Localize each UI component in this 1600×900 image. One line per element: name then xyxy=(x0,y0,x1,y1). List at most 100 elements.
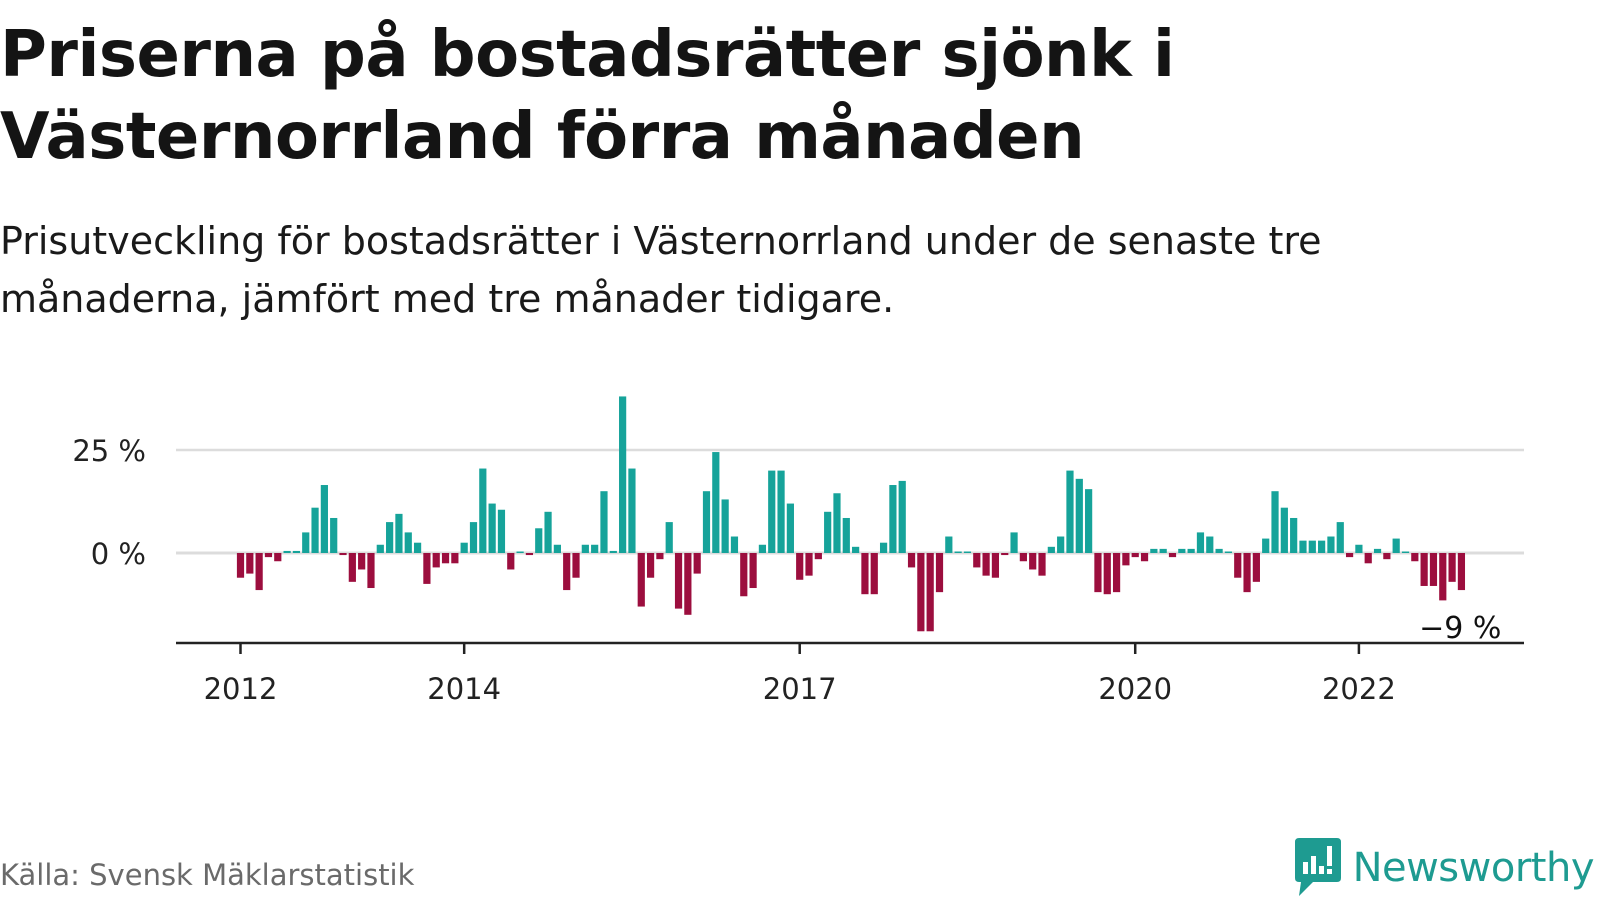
bar xyxy=(1457,553,1466,591)
bar xyxy=(1429,553,1438,586)
bar xyxy=(758,544,767,553)
bar xyxy=(386,522,394,553)
bar xyxy=(1159,548,1167,553)
bar xyxy=(1206,536,1214,553)
bar xyxy=(1439,553,1447,601)
bar xyxy=(1057,536,1065,553)
chart-subtitle: Prisutveckling för bostadsrätter i Väste… xyxy=(0,219,1322,321)
bar xyxy=(1318,540,1326,553)
y-tick-label: 0 % xyxy=(91,537,146,571)
bar xyxy=(852,546,860,553)
x-tick-label: 2017 xyxy=(763,672,837,706)
bar xyxy=(730,536,739,553)
bar xyxy=(1243,553,1251,593)
bar xyxy=(637,553,645,607)
bar xyxy=(674,553,683,609)
bar xyxy=(283,550,291,553)
bar xyxy=(1038,553,1046,576)
bar xyxy=(320,485,328,553)
bar xyxy=(1196,532,1205,553)
bar xyxy=(600,491,608,553)
bar xyxy=(954,551,962,553)
bar xyxy=(1383,553,1391,560)
bar xyxy=(1131,553,1139,558)
bar xyxy=(619,396,627,553)
brand-logo: Newsworthy xyxy=(1293,838,1595,898)
bar xyxy=(1401,551,1410,553)
bar xyxy=(395,513,403,553)
bar xyxy=(311,507,319,553)
bar xyxy=(1094,553,1102,593)
bar xyxy=(1364,553,1372,564)
last-value-label: −9 % xyxy=(1419,611,1501,646)
bar xyxy=(1103,553,1111,595)
bar xyxy=(591,544,599,553)
bar xyxy=(292,550,301,553)
bar xyxy=(1327,536,1335,553)
bar xyxy=(870,553,878,595)
bar xyxy=(1355,544,1363,553)
bar xyxy=(236,553,245,578)
bar xyxy=(898,480,906,553)
bar xyxy=(917,553,925,632)
brand-name: Newsworthy xyxy=(1352,845,1595,891)
source-note: Källa: Svensk Mäklarstatistik xyxy=(0,858,415,892)
bar xyxy=(1262,538,1270,553)
bar xyxy=(926,553,934,632)
bar xyxy=(423,553,431,584)
bar xyxy=(1140,553,1149,562)
x-tick-label: 2012 xyxy=(204,672,278,706)
bar-chart: 0 % 25 % 2012 2014 2017 2020 2022 −9 % xyxy=(72,396,1524,706)
bar xyxy=(889,485,897,553)
bar xyxy=(469,522,478,553)
bar xyxy=(1299,540,1307,553)
bar xyxy=(497,509,506,553)
bar xyxy=(1411,553,1419,562)
bar xyxy=(805,553,813,576)
bar xyxy=(1252,553,1260,582)
bar xyxy=(1290,517,1298,553)
bar xyxy=(1075,478,1083,553)
bar xyxy=(413,542,422,553)
bar xyxy=(973,553,981,568)
x-tick-label: 2014 xyxy=(427,672,501,706)
bar xyxy=(507,553,515,570)
axes xyxy=(176,641,1524,654)
bar xyxy=(1336,522,1344,553)
bar xyxy=(1178,548,1186,553)
bar xyxy=(525,553,534,556)
bar xyxy=(1234,553,1242,578)
bar xyxy=(264,553,273,558)
bar xyxy=(1448,553,1456,582)
bar xyxy=(796,553,804,580)
bar xyxy=(693,553,701,574)
bar xyxy=(907,553,916,568)
bar xyxy=(274,553,282,562)
bar xyxy=(1122,553,1130,566)
bar xyxy=(1420,553,1428,586)
bar xyxy=(488,503,496,553)
bar xyxy=(935,553,944,593)
x-tick-label: 2020 xyxy=(1098,672,1172,706)
bar xyxy=(749,553,757,589)
bar xyxy=(1215,548,1223,553)
bar xyxy=(768,470,776,553)
newsworthy-logo-icon xyxy=(1294,838,1341,896)
bar xyxy=(339,553,347,556)
bar xyxy=(1047,546,1055,553)
bar xyxy=(1345,553,1354,558)
bar xyxy=(665,522,673,553)
bar xyxy=(646,553,655,578)
bar xyxy=(842,517,850,553)
bar xyxy=(1392,538,1400,553)
bar xyxy=(302,532,310,553)
bar xyxy=(833,493,841,553)
bar xyxy=(1066,470,1074,553)
bar xyxy=(712,452,720,553)
y-tick-label: 25 % xyxy=(72,434,146,468)
bar xyxy=(441,553,450,564)
bar xyxy=(1150,548,1158,553)
bar xyxy=(824,511,832,553)
bar xyxy=(330,517,338,553)
bar xyxy=(460,542,468,553)
